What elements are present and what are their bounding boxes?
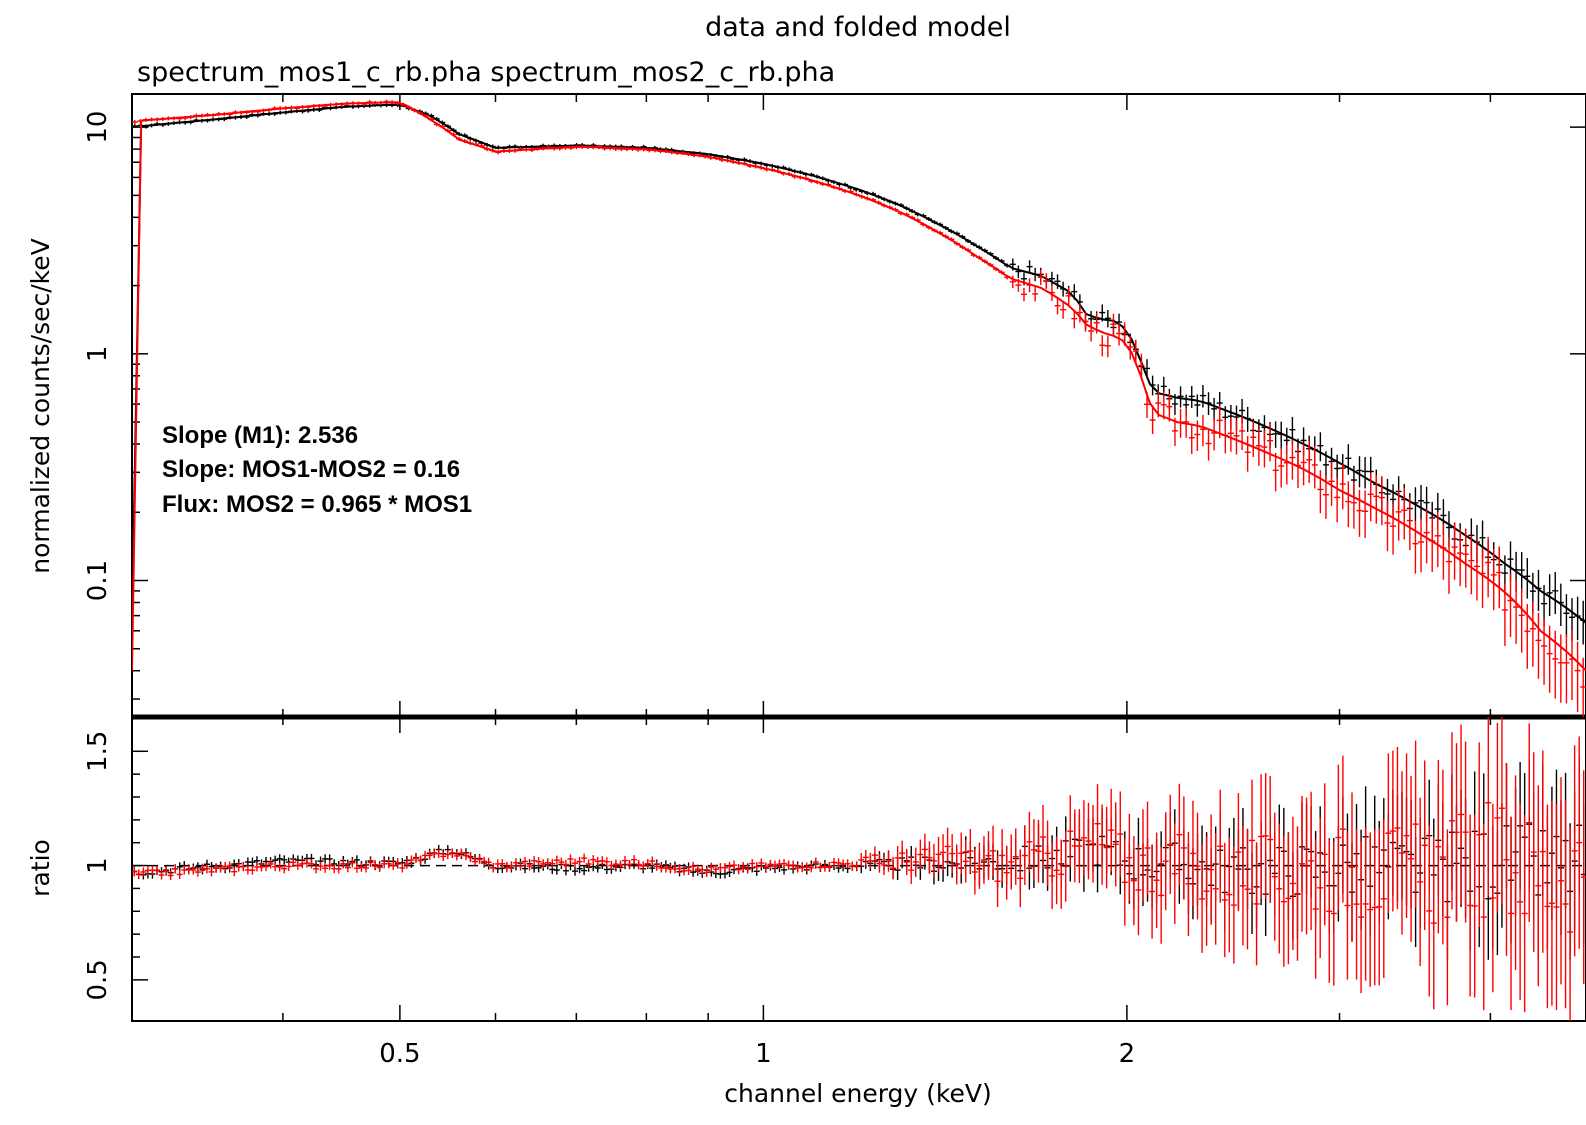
top-panel-frame xyxy=(131,93,1586,718)
chart-title: data and folded model xyxy=(705,12,1011,43)
y-tick-label-top: 10 xyxy=(83,111,113,144)
annotation-slope: Slope (M1): 2.536 xyxy=(162,422,358,449)
x-tick-label: 0.5 xyxy=(379,1039,420,1069)
x-axis-label: channel energy (keV) xyxy=(724,1079,992,1108)
y-tick-label-bottom: 0.5 xyxy=(83,959,113,1000)
spectrum-series xyxy=(132,99,1586,717)
y-tick-label-top: 0.1 xyxy=(83,560,113,601)
ratio-series-group xyxy=(132,717,1586,1021)
annotation-flux: Flux: MOS2 = 0.965 * MOS1 xyxy=(162,491,472,518)
x-tick-label: 2 xyxy=(1119,1039,1136,1069)
y-axis-label-bottom: ratio xyxy=(26,839,55,897)
y-axis-label-top: normalized counts/sec/keV xyxy=(26,238,55,574)
annotation-slope-diff: Slope: MOS1-MOS2 = 0.16 xyxy=(162,456,460,483)
bottom-panel-frame xyxy=(131,716,1586,1022)
top-panel-ticks xyxy=(132,94,1586,717)
x-tick-label: 1 xyxy=(755,1039,772,1069)
y-tick-label-bottom: 1.5 xyxy=(83,731,113,772)
y-tick-label-top: 1 xyxy=(83,346,113,363)
chart-subtitle: spectrum_mos1_c_rb.pha spectrum_mos2_c_r… xyxy=(137,57,835,88)
ratio-series xyxy=(132,717,1586,1021)
model-line xyxy=(132,103,1586,624)
spectrum-series-group xyxy=(132,99,1586,717)
model-line xyxy=(132,101,1586,672)
y-tick-label-bottom: 1 xyxy=(83,857,113,874)
